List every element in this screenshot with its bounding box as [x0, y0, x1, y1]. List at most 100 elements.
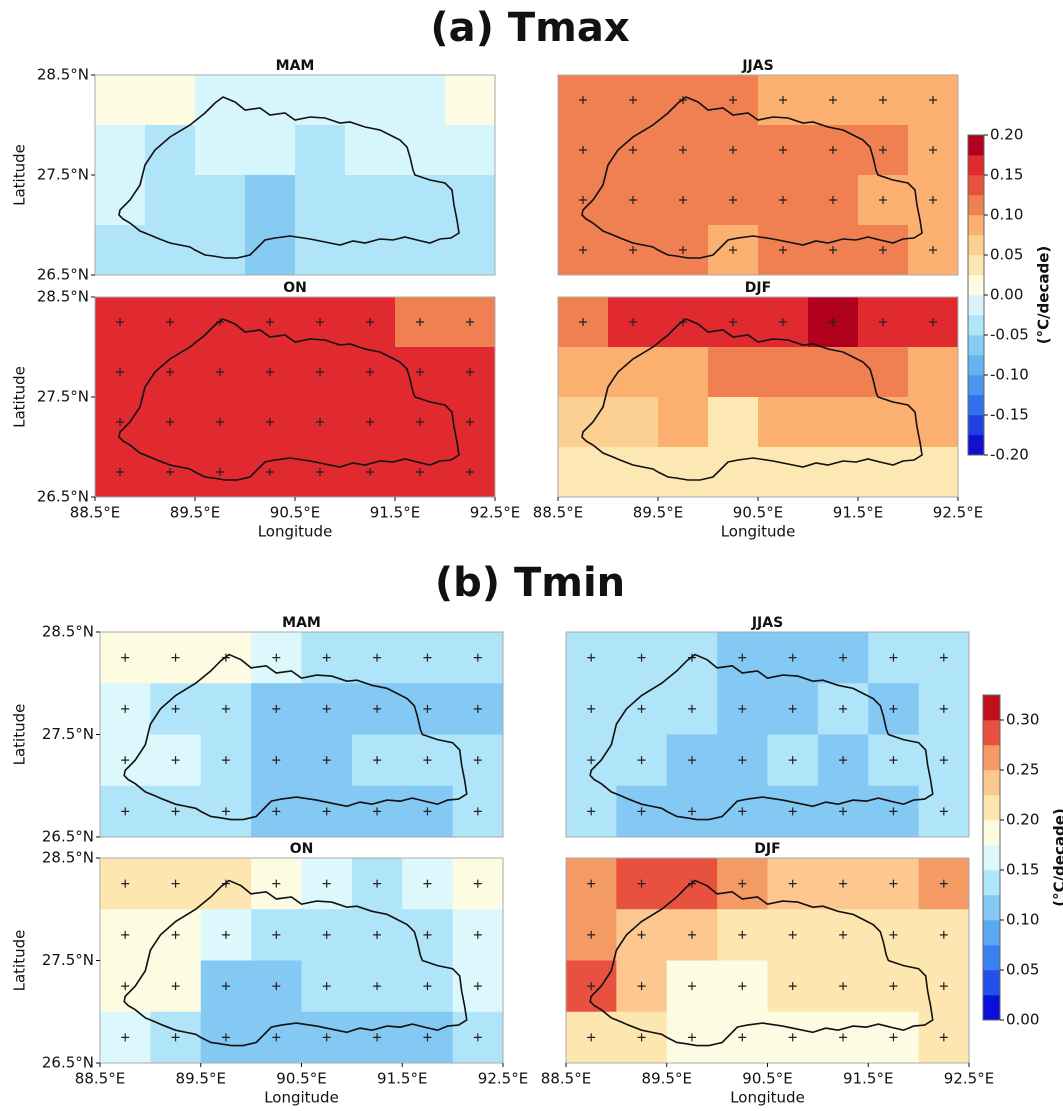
stipple — [423, 756, 432, 765]
grid-cell — [195, 175, 246, 226]
panel — [565, 857, 970, 1064]
stipple — [939, 756, 948, 765]
x-tick-label: 92.5°E — [478, 1070, 528, 1088]
grid-cell — [658, 447, 709, 498]
grid-cell — [858, 447, 909, 498]
stipple — [779, 196, 787, 204]
colorbar-tick-label: 0.10 — [1006, 911, 1039, 929]
colorbar-swatch — [983, 870, 1000, 896]
grid-cell — [245, 175, 296, 226]
stipple — [788, 982, 797, 991]
stipple — [738, 982, 747, 991]
colorbar-swatch — [968, 215, 984, 236]
stipple — [316, 468, 324, 476]
x-tick-label: 88.5°E — [70, 504, 120, 522]
grid-cell — [145, 225, 196, 276]
stipple — [473, 1033, 482, 1042]
colorbar-tick-label: -0.20 — [990, 446, 1029, 464]
colorbar-tick-label: 0.25 — [1006, 761, 1039, 779]
colorbar-swatch — [983, 795, 1000, 821]
stipple — [221, 930, 230, 939]
stipple — [121, 879, 130, 888]
stipple — [939, 879, 948, 888]
stipple — [221, 1033, 230, 1042]
grid-cell — [245, 225, 296, 276]
x-axis-label: Longitude — [721, 523, 796, 541]
stipple — [839, 756, 848, 765]
grid-cell — [195, 225, 246, 276]
stipple — [779, 96, 787, 104]
x-axis-label: Longitude — [258, 523, 333, 541]
stipple — [366, 318, 374, 326]
y-tick-label: 26.5°N — [42, 1054, 94, 1072]
grid-cell — [245, 75, 296, 126]
stipple — [416, 468, 424, 476]
grid-cell — [445, 225, 496, 276]
panel — [557, 74, 959, 276]
grid-cell — [708, 347, 759, 398]
stipple — [629, 318, 637, 326]
grid-cell — [295, 125, 346, 176]
stipple — [466, 418, 474, 426]
colorbar-swatch — [968, 155, 984, 176]
grid-cell — [808, 447, 859, 498]
stipple — [366, 418, 374, 426]
colorbar-tick-label: 0.10 — [990, 206, 1023, 224]
x-tick-label: 90.5°E — [742, 1070, 792, 1088]
stipple — [316, 418, 324, 426]
grid-cell — [345, 225, 396, 276]
stipple — [473, 807, 482, 816]
stipple — [929, 246, 937, 254]
stipple — [629, 96, 637, 104]
colorbar-swatch — [968, 255, 984, 276]
stipple — [473, 704, 482, 713]
stipple — [939, 1033, 948, 1042]
stipple — [738, 1033, 747, 1042]
stipple — [373, 930, 382, 939]
x-tick-label: 89.5°E — [176, 1070, 226, 1088]
stipple — [788, 756, 797, 765]
x-tick-label: 90.5°E — [733, 504, 783, 522]
y-axis-label: Latitude — [11, 144, 29, 206]
panel-title: MAM — [276, 58, 315, 74]
panel-frame — [565, 631, 970, 838]
stipple — [637, 930, 646, 939]
stipple — [629, 146, 637, 154]
x-axis-label: Longitude — [730, 1089, 805, 1107]
x-tick-label: 89.5°E — [633, 504, 683, 522]
stipple — [839, 879, 848, 888]
stipple — [889, 807, 898, 816]
stipple — [373, 879, 382, 888]
stipple — [587, 756, 596, 765]
grid-cell — [145, 175, 196, 226]
stipple — [166, 318, 174, 326]
colorbar-tick-label: 0.20 — [1006, 811, 1039, 829]
grid-cell — [658, 397, 709, 448]
stipple — [939, 704, 948, 713]
stipple — [679, 196, 687, 204]
colorbar-swatch — [968, 355, 984, 376]
grid-cell — [658, 347, 709, 398]
stipple — [272, 653, 281, 662]
stipple — [272, 982, 281, 991]
x-axis-label: Longitude — [264, 1089, 339, 1107]
stipple — [473, 930, 482, 939]
stipple — [116, 368, 124, 376]
grid-cell — [708, 397, 759, 448]
stipple — [423, 879, 432, 888]
panel-title: JJAS — [741, 58, 773, 74]
stipple — [879, 246, 887, 254]
stipple — [587, 879, 596, 888]
grid-cell — [858, 397, 909, 448]
stipple — [116, 468, 124, 476]
colorbar-label: (°C/decade) — [1051, 808, 1063, 907]
stipple — [939, 653, 948, 662]
stipple — [423, 807, 432, 816]
stipple — [889, 704, 898, 713]
stipple — [738, 704, 747, 713]
colorbar-swatch — [983, 820, 1000, 846]
stipple — [629, 196, 637, 204]
stipple — [416, 368, 424, 376]
grid-cell — [295, 225, 346, 276]
x-tick-label: 90.5°E — [276, 1070, 326, 1088]
